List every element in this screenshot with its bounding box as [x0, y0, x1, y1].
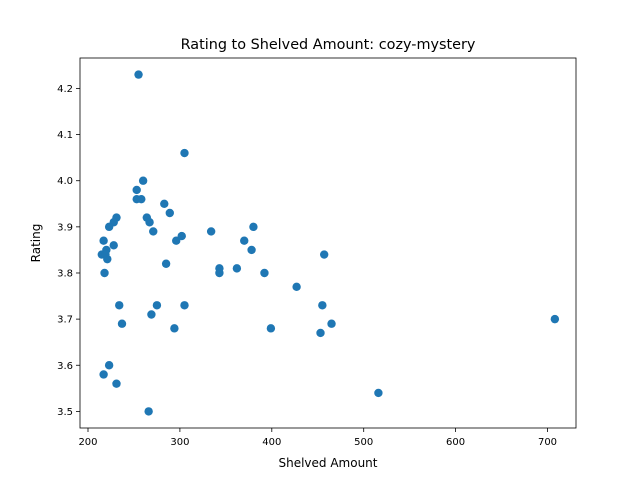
data-point	[109, 241, 118, 250]
y-tick-label: 3.8	[57, 268, 73, 279]
x-tick-label: 700	[538, 437, 557, 448]
data-point	[316, 328, 325, 338]
y-tick-label: 3.6	[57, 361, 73, 372]
x-tick-label: 600	[446, 437, 465, 448]
x-tick-label: 500	[354, 437, 373, 448]
x-axis-ticks: 200 300 400 500 600 700	[78, 428, 557, 448]
data-point	[147, 310, 156, 319]
plot-area-frame	[79, 57, 577, 429]
data-point	[115, 301, 124, 310]
data-point	[260, 268, 269, 278]
data-point	[132, 185, 141, 195]
data-point	[138, 176, 148, 185]
data-point	[117, 319, 127, 328]
data-point	[160, 199, 169, 208]
y-tick-label: 3.9	[57, 222, 73, 233]
data-point	[165, 208, 174, 218]
data-point	[170, 324, 179, 333]
y-axis-label: Rating	[29, 224, 43, 263]
data-point	[206, 227, 216, 236]
data-point	[104, 222, 114, 232]
data-point	[292, 282, 301, 292]
data-point	[266, 324, 276, 333]
data-point	[327, 319, 336, 328]
data-point	[318, 301, 327, 310]
data-point	[103, 254, 112, 264]
data-point	[240, 236, 249, 245]
data-point	[99, 236, 108, 245]
data-point	[145, 218, 154, 227]
data-point	[99, 370, 108, 379]
data-point	[215, 268, 224, 278]
chart-title: Rating to Shelved Amount: cozy-mystery	[181, 37, 476, 53]
y-tick-label: 4.2	[57, 84, 73, 95]
data-point	[152, 301, 162, 310]
data-point	[232, 264, 242, 273]
data-points	[97, 70, 560, 416]
data-point	[134, 70, 143, 79]
data-point	[374, 388, 383, 398]
data-point	[249, 222, 258, 232]
y-axis-ticks: 3.5 3.6 3.7 3.8 3.9 4.0 4.1 4.2	[57, 84, 80, 418]
data-point	[172, 236, 181, 245]
data-point	[180, 301, 189, 310]
data-point	[100, 268, 109, 278]
data-point	[180, 148, 189, 158]
data-point	[550, 314, 560, 324]
data-point	[161, 259, 171, 268]
data-point	[104, 361, 114, 370]
data-point	[319, 250, 329, 259]
data-point	[177, 231, 186, 241]
data-point	[112, 379, 121, 388]
data-point	[137, 194, 146, 204]
y-tick-label: 4.0	[57, 176, 73, 187]
y-tick-label: 3.7	[57, 315, 73, 326]
data-point	[247, 245, 256, 255]
x-tick-label: 300	[170, 437, 189, 448]
data-point	[144, 407, 153, 416]
data-point	[149, 227, 158, 236]
y-tick-label: 4.1	[57, 130, 73, 141]
x-tick-label: 400	[262, 437, 281, 448]
x-tick-label: 200	[78, 437, 97, 448]
x-axis-label: Shelved Amount	[278, 456, 377, 470]
y-tick-label: 3.5	[57, 407, 73, 418]
